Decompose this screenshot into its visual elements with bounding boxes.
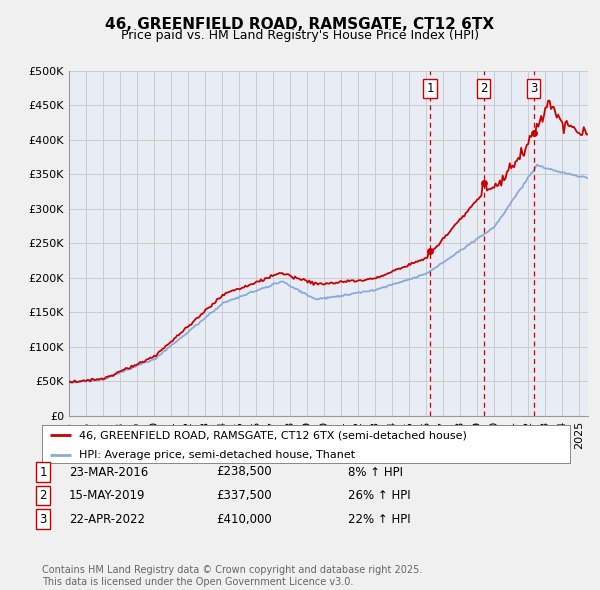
Text: £238,500: £238,500 [216,466,272,478]
Text: 22% ↑ HPI: 22% ↑ HPI [348,513,410,526]
Text: 2: 2 [40,489,47,502]
Text: 3: 3 [40,513,47,526]
Text: 23-MAR-2016: 23-MAR-2016 [69,466,148,478]
Text: 1: 1 [40,466,47,478]
Text: 1: 1 [427,81,434,94]
Text: 22-APR-2022: 22-APR-2022 [69,513,145,526]
Text: 8% ↑ HPI: 8% ↑ HPI [348,466,403,478]
Text: £337,500: £337,500 [216,489,272,502]
Text: 26% ↑ HPI: 26% ↑ HPI [348,489,410,502]
Text: Contains HM Land Registry data © Crown copyright and database right 2025.
This d: Contains HM Land Registry data © Crown c… [42,565,422,587]
Text: 2: 2 [480,81,487,94]
Text: 3: 3 [530,81,537,94]
Text: 46, GREENFIELD ROAD, RAMSGATE, CT12 6TX (semi-detached house): 46, GREENFIELD ROAD, RAMSGATE, CT12 6TX … [79,430,467,440]
Text: 15-MAY-2019: 15-MAY-2019 [69,489,146,502]
Text: £410,000: £410,000 [216,513,272,526]
Text: Price paid vs. HM Land Registry's House Price Index (HPI): Price paid vs. HM Land Registry's House … [121,30,479,42]
Text: HPI: Average price, semi-detached house, Thanet: HPI: Average price, semi-detached house,… [79,450,355,460]
Text: 46, GREENFIELD ROAD, RAMSGATE, CT12 6TX: 46, GREENFIELD ROAD, RAMSGATE, CT12 6TX [106,17,494,31]
